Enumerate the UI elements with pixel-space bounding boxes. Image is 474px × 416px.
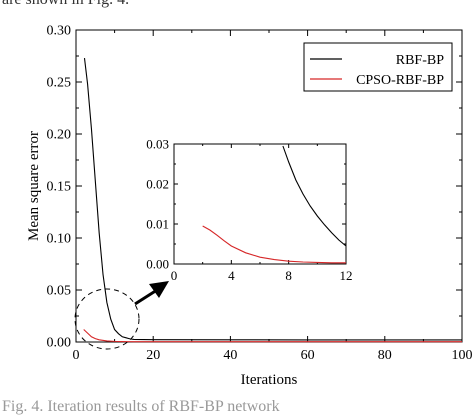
inset-x-tick-label: 0	[171, 268, 178, 283]
inset-y-tick-label: 0.02	[146, 176, 169, 191]
main-x-tick-label: 60	[301, 348, 315, 363]
main-series-line-cpso-rbf-bp	[83, 329, 462, 343]
main-y-tick-label: 0.20	[47, 128, 72, 143]
legend: RBF-BP CPSO-RBF-BP	[303, 42, 453, 92]
legend-box	[303, 42, 453, 92]
main-y-tick-label: 0.15	[47, 180, 72, 195]
caption-top-text: are shown in Fig. 4.	[2, 0, 129, 9]
y-axis-label: Mean square error	[26, 131, 42, 241]
inset-x-tick-label: 8	[285, 268, 292, 283]
main-x-tick-label: 20	[146, 348, 160, 363]
zoom-arrow-head	[149, 281, 169, 298]
main-x-tick-label: 80	[378, 348, 392, 363]
main-y-tick-label: 0.30	[47, 24, 72, 39]
inset-y-tick-label: 0.00	[146, 256, 169, 271]
main-y-tick-label: 0.25	[47, 76, 72, 91]
inset-y-tick-label: 0.01	[146, 216, 169, 231]
main-x-tick-label: 40	[223, 348, 237, 363]
caption-bottom-text: Fig. 4. Iteration results of RBF-BP netw…	[2, 398, 280, 415]
inset-plot-frame	[173, 143, 347, 265]
main-x-tick-label: 100	[452, 348, 473, 363]
inset-x-tick-label: 12	[340, 268, 353, 283]
main-y-tick-label: 0.00	[47, 336, 72, 351]
main-y-tick-label: 0.05	[47, 284, 72, 299]
inset-series-line-series-1	[202, 225, 346, 264]
main-series-line-rbf-bp	[83, 58, 462, 341]
x-axis-label: Iterations	[241, 372, 298, 388]
legend-label: CPSO-RBF-BP	[356, 73, 444, 88]
inset-y-tick-label: 0.03	[146, 136, 169, 151]
inset-chart: 0 4 8 12 0.00 0.01 0.02 0.03	[146, 136, 352, 283]
zoom-region-circle	[74, 288, 140, 350]
main-y-tick-label: 0.10	[47, 232, 72, 247]
zoom-arrow-shaft	[134, 288, 158, 306]
zoom-annotation	[74, 281, 169, 350]
inset-series-line-series-0	[282, 145, 347, 247]
inset-x-tick-label: 4	[228, 268, 235, 283]
main-x-tick-label: 0	[73, 348, 80, 363]
legend-label: RBF-BP	[396, 53, 444, 68]
